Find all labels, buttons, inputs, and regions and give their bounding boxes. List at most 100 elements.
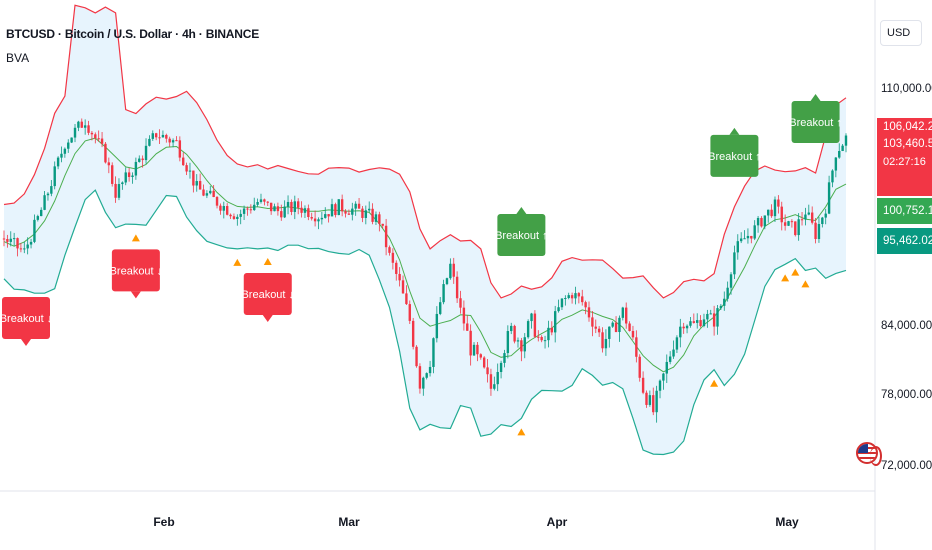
candle-body [151,133,154,139]
candle-body [459,298,462,308]
candle-body [753,225,756,239]
candle-body [442,284,445,303]
signal-triangle [233,258,242,266]
time-axis[interactable]: Feb Mar Apr May [153,515,799,529]
candle-body [23,248,26,250]
candle-body [16,238,19,249]
current-price-tag: 106,042.21 103,460.50 02:27:16 [877,118,932,196]
candle-body [340,199,344,212]
candle-body [401,280,405,294]
breakout-pointer [729,127,740,135]
candle-body [723,298,726,306]
candle-body [313,218,317,222]
candle-body [148,138,151,146]
basis-price-tag: 100,752.11 [877,198,932,224]
candle-body [266,201,269,203]
candle-body [141,158,144,161]
candle-body [570,295,574,299]
candle-body [482,357,486,368]
candle-body [327,214,330,217]
candle-body [635,337,638,357]
candle-body [577,293,581,297]
breakout-pointer [516,207,527,215]
basis-line [3,137,847,373]
candle-body [760,217,763,227]
candle-body [608,326,611,339]
signal-triangle [517,428,526,436]
candle-body [625,307,628,324]
candle-body [229,214,232,217]
candle-body [652,395,655,413]
candle-body [520,340,523,352]
candle-body [716,308,719,327]
breakout-label: Breakout ↓ [110,249,162,299]
price-tag-last: 103,460.50 [883,138,932,150]
candle-body [797,219,800,236]
candle-body [33,219,36,242]
candle-body [317,219,320,222]
signal-triangle [263,257,272,265]
candle-body [821,217,824,225]
upper-band-line [3,4,847,299]
candle-body [239,213,242,217]
candle-body [479,354,482,358]
candle-body [783,222,787,226]
candle-body [665,361,668,374]
candle-body [384,225,388,248]
time-tick-label: Apr [547,515,568,529]
candle-body [841,145,844,151]
candle-body [80,121,83,128]
breakout-text: Breakout ↑ [789,117,842,129]
candle-body [831,170,834,183]
candle-body [621,307,625,318]
event-marker-icon[interactable] [870,446,882,466]
candle-body [168,138,171,143]
candle-body [26,244,29,249]
candle-body [743,238,746,240]
currency-button[interactable]: USD [880,20,922,46]
candle-body [428,366,432,374]
candle-body [824,213,827,218]
candle-body [787,221,790,226]
price-axis[interactable]: 110,000.00 84,000.00 78,000.00 72,000.00 [881,83,932,472]
candle-body [398,273,401,281]
candle-body [712,313,716,327]
candle-body [307,208,310,218]
candle-body [648,395,652,405]
breakout-box [111,249,160,292]
candle-body [67,142,70,149]
candle-body [171,140,175,143]
candle-body [259,199,263,202]
candle-body [83,125,87,128]
candle-body [618,317,621,333]
candle-body [604,338,608,349]
indicator-label[interactable]: BVA [6,51,30,65]
candle-body [222,206,225,211]
candle-body [127,172,131,177]
candle-body [581,296,584,303]
candle-body [736,241,739,253]
candle-body [834,157,838,171]
candle-body [597,328,601,333]
candle-body [364,210,368,218]
candle-body [293,201,297,212]
chart-title: BTCUSD · Bitcoin / U.S. Dollar · 4h · BI… [6,27,260,41]
candle-body [97,138,100,140]
candle-body [6,239,9,242]
candle-body [182,157,185,166]
candle-body [246,208,249,210]
candle-body [638,356,641,378]
candle-body [107,162,111,166]
candle-body [337,199,340,216]
candle-body [679,326,682,338]
candle-body [388,247,391,253]
candle-body [553,311,557,333]
candle-body [662,373,665,381]
candle-body [94,134,97,139]
candle-body [347,213,351,215]
candle-body [486,367,489,375]
candle-body [614,322,618,333]
candle-body [368,208,371,211]
breakout-label: Breakout ↑ [789,93,842,143]
